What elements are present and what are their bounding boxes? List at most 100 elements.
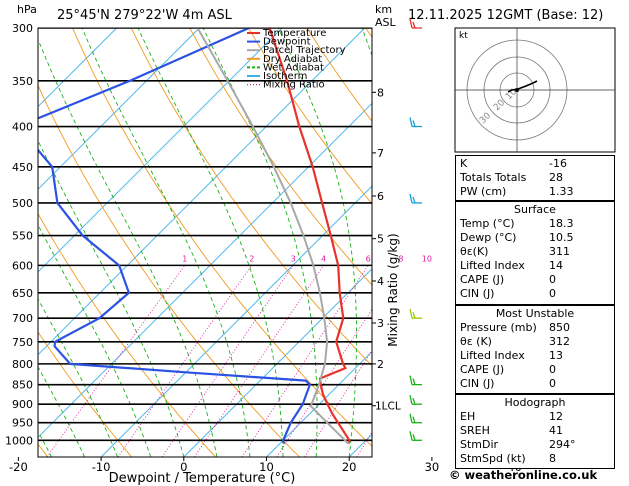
pressure-tick-label: 600 bbox=[12, 259, 33, 272]
sfc-li-label: Lifted Index bbox=[460, 259, 525, 272]
most-unstable-box: Most Unstable Pressure (mb) 850 θε (K) 312… bbox=[455, 305, 615, 394]
mixing-ratio-line bbox=[194, 265, 324, 457]
dry-adiabat-line bbox=[38, 84, 300, 457]
series-line-parcel-trajectory bbox=[196, 28, 350, 445]
pressure-tick-label: 750 bbox=[12, 336, 33, 349]
mu-thetae-value: 312 bbox=[549, 335, 570, 348]
x-axis-title: Dewpoint / Temperature (°C) bbox=[109, 471, 296, 486]
wind-barbs bbox=[409, 18, 422, 441]
pressure-tick-label: 950 bbox=[12, 417, 33, 430]
stmdir-value: 294° bbox=[549, 438, 576, 451]
hodograph-indices-title: Hodograph bbox=[504, 396, 566, 409]
wet-adiabat-line bbox=[81, 28, 251, 457]
mixing-ratio-axis-title: Mixing Ratio (g/kg) bbox=[386, 233, 400, 346]
mu-cin-value: 0 bbox=[549, 377, 556, 390]
temperature-tick-label: 20 bbox=[342, 460, 357, 474]
isotherm-line bbox=[183, 268, 372, 457]
legend-label: Wet Adiabat bbox=[263, 62, 324, 73]
temperature-tick-label: -10 bbox=[92, 460, 111, 474]
temperature-tick-label: -20 bbox=[9, 460, 28, 474]
isotherm-line bbox=[100, 185, 372, 457]
series-line-temperature bbox=[268, 28, 351, 445]
pressure-tick-label: 700 bbox=[12, 312, 33, 325]
wind-barb-flag bbox=[409, 117, 413, 127]
mu-cin-label: CIN (J) bbox=[460, 377, 495, 390]
mixing-ratio-value-label: 1 bbox=[182, 254, 187, 263]
eh-value: 12 bbox=[549, 410, 563, 423]
km-unit-label: km bbox=[375, 3, 392, 16]
mixing-ratio-value-label: 3 bbox=[291, 254, 296, 263]
height-tick-label: 6 bbox=[377, 190, 384, 203]
dry-adiabat-line bbox=[72, 28, 372, 447]
wind-barb-flag bbox=[409, 395, 413, 405]
wind-barb-flag bbox=[409, 18, 413, 29]
legend-label: Isotherm bbox=[263, 71, 307, 82]
legend-label: Dry Adiabat bbox=[263, 54, 322, 65]
pressure-tick-label: 550 bbox=[12, 230, 33, 243]
mu-cape-label: CAPE (J) bbox=[460, 363, 505, 376]
dry-adiabat-line bbox=[38, 212, 216, 457]
mixing-ratio-line bbox=[117, 265, 253, 457]
isotherm-line bbox=[38, 28, 117, 108]
mixing-ratio-value-label: 4 bbox=[321, 254, 326, 263]
basic-indices-box: K -16 Totals Totals 28 PW (cm) 1.33 bbox=[455, 155, 615, 201]
temperature-tick-label: 30 bbox=[425, 460, 440, 474]
height-tick-label: 2 bbox=[377, 358, 384, 371]
stmspd-value: 8 bbox=[549, 452, 556, 465]
stmspd-label: StmSpd (kt) bbox=[460, 452, 526, 465]
surface-box: Surface Temp (°C) 18.3 Dewp (°C) 10.5 θε(K… bbox=[455, 201, 615, 305]
wind-barb-flag bbox=[409, 431, 413, 441]
wind-barb-flag bbox=[409, 375, 413, 385]
wet-adiabat-line bbox=[38, 298, 119, 457]
temperature-tick-label: 10 bbox=[259, 460, 274, 474]
wind-barb-flag bbox=[412, 196, 416, 204]
pressure-tick-label: 350 bbox=[12, 75, 33, 88]
k-index-value: -16 bbox=[549, 157, 567, 170]
pw-label: PW (cm) bbox=[460, 185, 507, 198]
plot-frame bbox=[37, 27, 373, 458]
legend-label: Mixing Ratio bbox=[263, 80, 325, 91]
sfc-dewp-label: Dewp (°C) bbox=[460, 231, 517, 244]
wet-adiabat-line bbox=[38, 37, 218, 457]
mixing-ratio-value-label: 10 bbox=[422, 254, 432, 263]
sfc-cape-value: 0 bbox=[549, 273, 556, 286]
mu-li-label: Lifted Index bbox=[460, 349, 525, 362]
asl-unit-label: ASL bbox=[375, 16, 397, 29]
pressure-tick-label: 450 bbox=[12, 161, 33, 174]
lcl-label: 1LCL bbox=[375, 401, 401, 413]
wind-barb-flag bbox=[409, 193, 413, 204]
dry-adiabat-line bbox=[248, 28, 372, 205]
height-tick-label: 5 bbox=[377, 233, 384, 246]
series-line-dewpoint bbox=[38, 28, 312, 444]
wind-barb-flag bbox=[409, 413, 413, 423]
height-tick-label: 3 bbox=[377, 317, 384, 330]
wet-adiabat-line bbox=[277, 28, 358, 457]
wind-barb-flag bbox=[409, 309, 413, 319]
mu-cape-value: 0 bbox=[549, 363, 556, 376]
pressure-tick-label: 1000 bbox=[5, 434, 33, 447]
copyright-footer: © weatheronline.co.uk bbox=[449, 468, 598, 482]
pressure-tick-label: 900 bbox=[12, 398, 33, 411]
wind-barb-flag bbox=[412, 21, 416, 29]
most-unstable-title: Most Unstable bbox=[495, 307, 575, 320]
isotherm-line bbox=[38, 28, 283, 273]
mixing-ratio-line bbox=[46, 265, 186, 457]
wind-barb-flag bbox=[412, 416, 416, 423]
dry-adiabat-line bbox=[38, 331, 132, 457]
totals-label: Totals Totals bbox=[460, 171, 527, 184]
wind-barb-flag bbox=[412, 434, 416, 441]
pressure-tick-label: 650 bbox=[12, 287, 33, 300]
sfc-thetae-value: 311 bbox=[549, 245, 570, 258]
wind-barb-flag bbox=[412, 311, 416, 319]
surface-title: Surface bbox=[514, 203, 556, 216]
pressure-tick-label: 850 bbox=[12, 379, 33, 392]
totals-value: 28 bbox=[549, 171, 563, 184]
sreh-label: SREH bbox=[460, 424, 490, 437]
pressure-tick-label: 500 bbox=[12, 197, 33, 210]
wet-adiabat-line bbox=[38, 139, 185, 457]
mu-pressure-value: 850 bbox=[549, 321, 570, 334]
mu-pressure-label: Pressure (mb) bbox=[460, 321, 537, 334]
wind-barb-flag bbox=[412, 378, 416, 385]
